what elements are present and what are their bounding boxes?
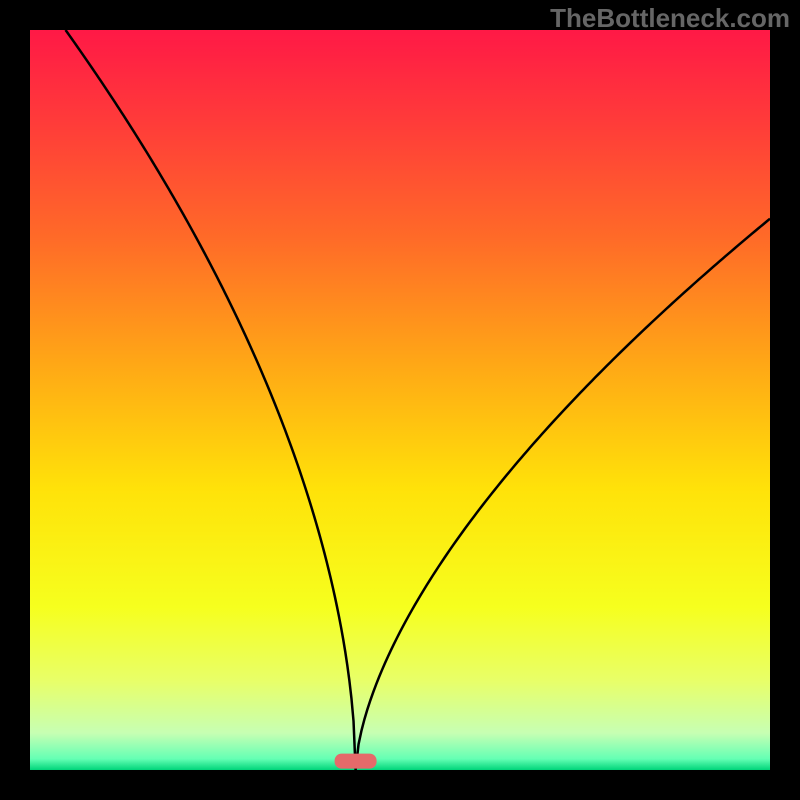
chart-svg <box>0 0 800 800</box>
watermark-text: TheBottleneck.com <box>550 3 790 34</box>
chart-container: TheBottleneck.com <box>0 0 800 800</box>
vertex-marker <box>335 754 377 769</box>
